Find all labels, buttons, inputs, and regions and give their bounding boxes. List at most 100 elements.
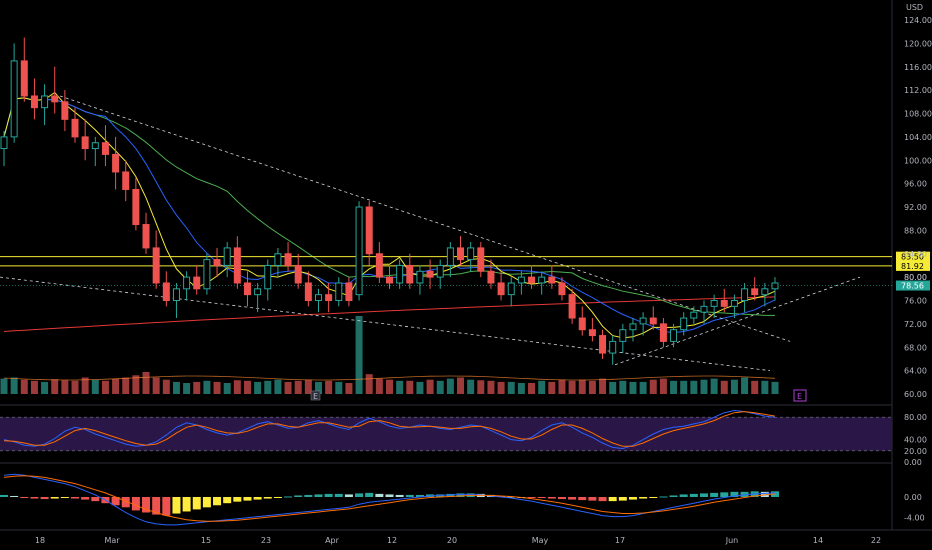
macd-histogram-bar [223, 497, 232, 504]
candle-body [548, 276, 556, 284]
macd-histogram-bar [537, 497, 546, 499]
earnings-marker-label: E [797, 392, 802, 401]
macd-histogram-bar [679, 494, 688, 497]
candle-body [152, 247, 160, 284]
macd-histogram-bar [669, 495, 678, 497]
macd-histogram-bar [710, 492, 719, 497]
macd-histogram-bar [10, 495, 19, 497]
candle-body [30, 95, 38, 109]
price-tick-label: 96.00 [904, 180, 927, 189]
time-tick-label: 22 [871, 536, 881, 545]
price-tick-label: 104.00 [904, 133, 932, 142]
volume-bar [142, 372, 150, 394]
time-axis[interactable]: 18 Mar 15 23 Apr 12 20 May 17 Jun 14 22 [35, 536, 881, 545]
time-tick-label: 23 [261, 536, 271, 545]
volume-bar [325, 380, 333, 394]
macd-histogram-bar [182, 497, 191, 512]
volume-bar [71, 380, 79, 394]
volume-bar [680, 380, 688, 394]
price-tick-label: 76.00 [904, 297, 927, 306]
volume-bar [193, 381, 201, 394]
macd-line [3, 473, 776, 526]
candle-body [355, 206, 363, 296]
volume-bar [751, 380, 759, 394]
candle-body [375, 253, 383, 278]
candle-body [254, 288, 262, 296]
price-tick-label: 100.00 [904, 156, 932, 165]
volume-bar [284, 381, 292, 394]
candlesticks [0, 37, 779, 365]
macd-histogram-bar [253, 497, 262, 500]
macd-histogram-bar [233, 497, 242, 502]
macd-histogram-bar [385, 494, 394, 497]
macd-histogram-bar [0, 494, 8, 497]
volume-bar [477, 380, 485, 394]
volume-bar [436, 380, 444, 394]
macd-histogram-bar [395, 494, 404, 497]
macd-histogram-bar [71, 497, 80, 499]
candle-body [183, 276, 191, 290]
candle-body [20, 60, 28, 97]
candle-body [294, 264, 302, 284]
candle-body [619, 329, 627, 342]
candle-body [436, 264, 444, 278]
price-tick-label: 112.00 [904, 86, 932, 95]
candle-body [426, 270, 434, 278]
candle-body [629, 323, 637, 331]
volume-bar [730, 379, 738, 394]
stochastic-rsi-panel [0, 409, 892, 452]
moving-average-lines [3, 91, 776, 339]
volume-bar [446, 378, 454, 394]
rsi-tick-label: 80.00 [904, 413, 927, 422]
volume-bar [568, 380, 576, 394]
macd-histogram-bar [628, 497, 637, 500]
earnings-marker-icon[interactable]: E [793, 389, 807, 402]
rsi-tick-label: 40.00 [904, 436, 927, 445]
volume-bar [61, 380, 69, 394]
volume-bar [528, 383, 536, 394]
volume-bar [670, 380, 678, 394]
time-tick-label: Mar [104, 536, 120, 545]
volume-bar [710, 378, 718, 394]
volume-bar [578, 379, 586, 394]
macd-signal-line [3, 475, 776, 522]
volume-bar [152, 377, 160, 394]
volume-bar [294, 380, 302, 394]
candle-body [446, 247, 454, 266]
price-axis[interactable]: 124.00 120.00 116.00 112.00 108.00 104.00 100.… [904, 16, 932, 523]
volume-bar [112, 378, 120, 394]
macd-histogram-bar [527, 497, 536, 498]
candle-body [314, 294, 322, 301]
earnings-marker-past-icon[interactable]: E [310, 390, 321, 401]
macd-histogram-bar [172, 497, 181, 514]
candle-body [81, 136, 89, 150]
price-level-tag [896, 260, 930, 271]
price-tick-label: 88.00 [904, 226, 927, 235]
price-tick-label: 120.00 [904, 39, 932, 48]
volume-bar [314, 381, 322, 394]
candle-body [41, 95, 49, 109]
volume-bar [497, 381, 505, 394]
macd-histogram-bar [588, 497, 597, 501]
trendlines [0, 95, 861, 372]
price-level-label: 81.92 [901, 262, 924, 271]
candle-body [730, 300, 738, 307]
sma-fast-line [3, 91, 776, 339]
candle-body [558, 282, 566, 296]
volume-bar [375, 378, 383, 394]
candle-body [142, 224, 150, 249]
macd-histogram-bar [81, 497, 90, 500]
candle-body [396, 264, 404, 284]
candle-body [91, 142, 99, 150]
macd-histogram-bar [60, 497, 69, 499]
volume-bar [345, 383, 353, 394]
volume-bar [720, 380, 728, 394]
price-level-label: 83.50 [901, 253, 924, 262]
sma-long-line [3, 296, 776, 332]
candle-body [345, 282, 353, 301]
macd-histogram-bar [324, 493, 333, 497]
candle-body [690, 311, 698, 319]
volume-bar [771, 381, 779, 394]
